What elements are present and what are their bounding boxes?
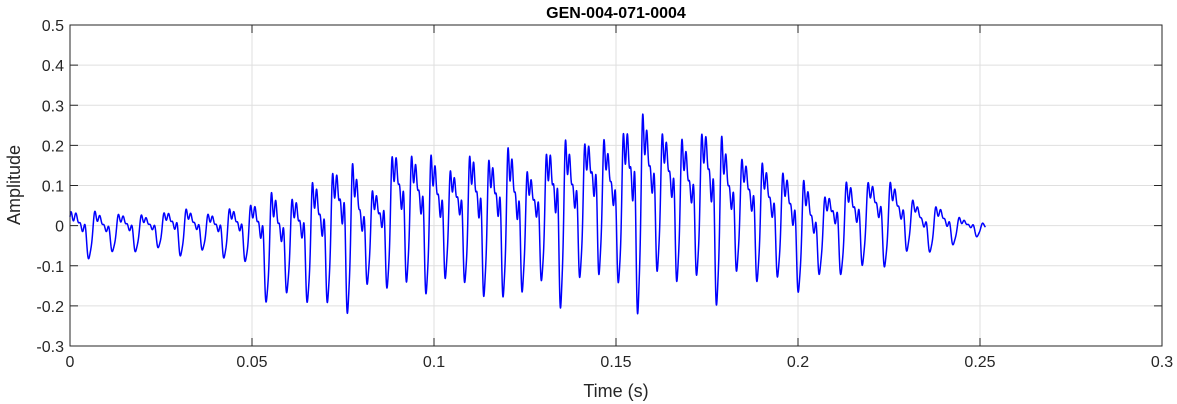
x-tick-label: 0.25 [964, 354, 995, 371]
y-axis-label: Amplitude [4, 145, 24, 225]
y-tick-label: 0.4 [42, 58, 64, 75]
y-tick-label: 0.3 [42, 98, 64, 115]
x-axis-label: Time (s) [583, 381, 648, 401]
plot-area [69, 113, 987, 315]
x-tick-label: 0.1 [423, 354, 445, 371]
y-tick-label: -0.3 [36, 339, 64, 356]
y-tick-label: 0.5 [42, 18, 64, 35]
x-tick-label: 0.3 [1151, 354, 1173, 371]
x-tick-label: 0 [66, 354, 75, 371]
signal-line [69, 113, 987, 315]
y-tick-label: -0.1 [36, 259, 64, 276]
x-axis-ticks: 0 0.05 0.1 0.15 0.2 0.25 0.3 [66, 25, 1173, 371]
x-tick-label: 0.2 [787, 354, 809, 371]
x-tick-label: 0.15 [600, 354, 631, 371]
chart-title: GEN-004-071-0004 [546, 5, 686, 22]
y-tick-label: 0.2 [42, 138, 64, 155]
y-tick-label: 0 [55, 219, 64, 236]
x-tick-label: 0.05 [236, 354, 267, 371]
y-tick-label: 0.1 [42, 179, 64, 196]
y-tick-label: -0.2 [36, 299, 64, 316]
y-axis-ticks: -0.3 -0.2 -0.1 0 0.1 0.2 0.3 0.4 0.5 [36, 18, 1162, 356]
